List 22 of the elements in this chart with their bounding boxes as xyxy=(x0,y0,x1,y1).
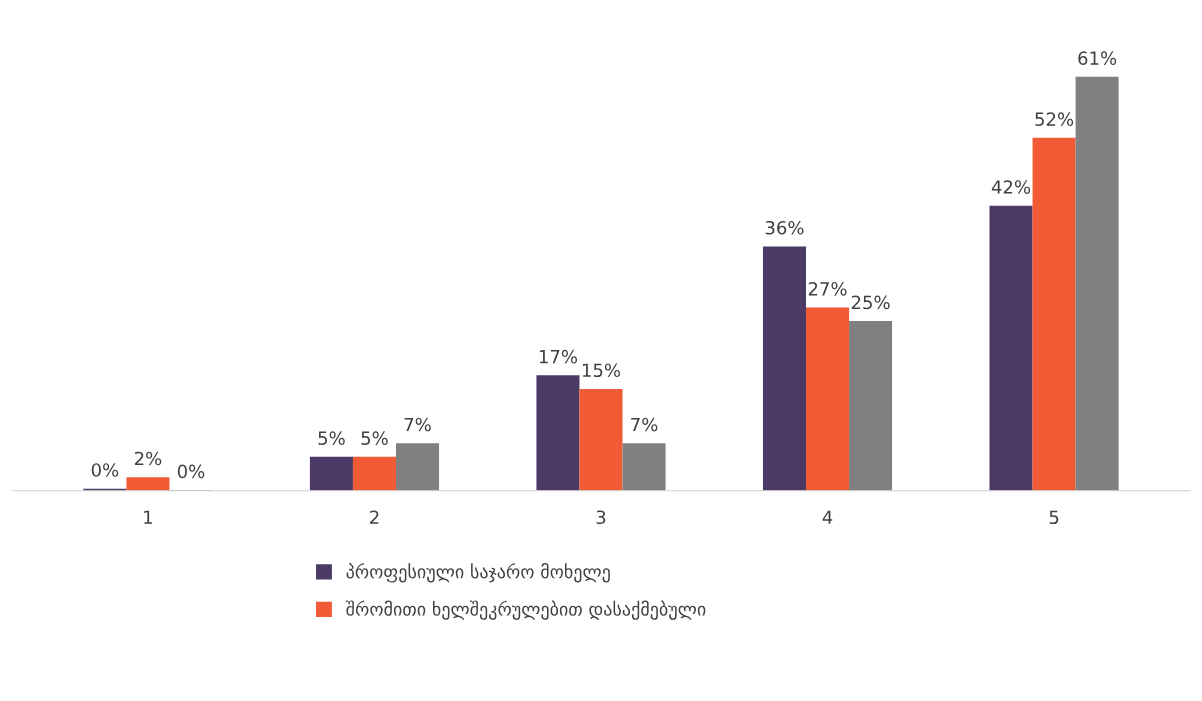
x-tick-label: 1 xyxy=(144,510,153,524)
data-label: 0% xyxy=(177,464,205,479)
x-tick-label: 2 xyxy=(370,510,379,524)
data-label: 5% xyxy=(318,431,345,445)
legend-label: პროფესიული საჯარო მოხელე xyxy=(346,563,610,583)
data-label: 42% xyxy=(991,180,1031,194)
data-label: 36% xyxy=(765,220,804,235)
data-label: 27% xyxy=(808,282,847,296)
data-label: 61% xyxy=(1078,51,1117,65)
data-label: 2% xyxy=(134,451,162,466)
data-label: 7% xyxy=(631,417,658,432)
x-tick-label: 3 xyxy=(596,510,606,525)
x-tick-label: 4 xyxy=(822,510,833,524)
data-label: 17% xyxy=(539,349,578,364)
data-label: 52% xyxy=(1035,112,1074,127)
x-tick-label: 5 xyxy=(1049,510,1059,525)
data-label: 15% xyxy=(582,363,621,378)
legend-label: შრომითი ხელშეკრულებით დასაქმებული xyxy=(346,600,706,620)
data-label: 5% xyxy=(361,431,388,445)
data-label: 7% xyxy=(404,417,431,432)
data-label: 25% xyxy=(851,295,890,310)
data-label: 0% xyxy=(91,463,119,477)
